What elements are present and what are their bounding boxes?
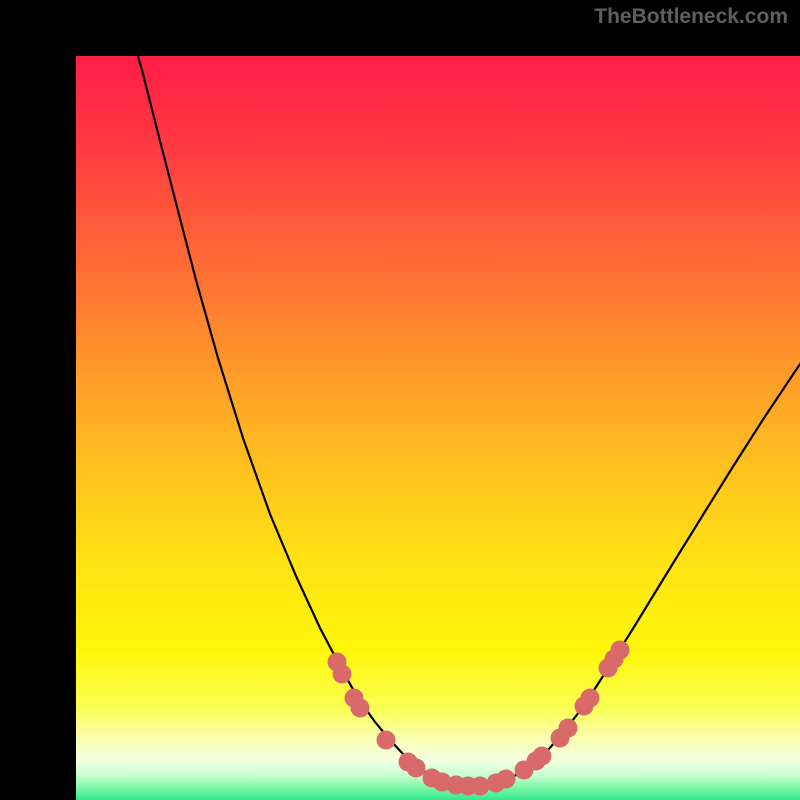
plot-svg [38, 28, 800, 800]
scatter-point [533, 747, 552, 766]
scatter-point [351, 699, 370, 718]
scatter-point [611, 641, 630, 660]
scatter-point [559, 719, 578, 738]
scatter-point [471, 777, 490, 796]
scatter-point [333, 665, 352, 684]
scatter-point [497, 770, 516, 789]
scatter-point [407, 759, 426, 778]
plot-area [38, 28, 780, 781]
scatter-point [581, 689, 600, 708]
scatter-point [377, 731, 396, 750]
gradient-background [76, 56, 800, 800]
watermark-text: TheBottleneck.com [594, 5, 788, 29]
